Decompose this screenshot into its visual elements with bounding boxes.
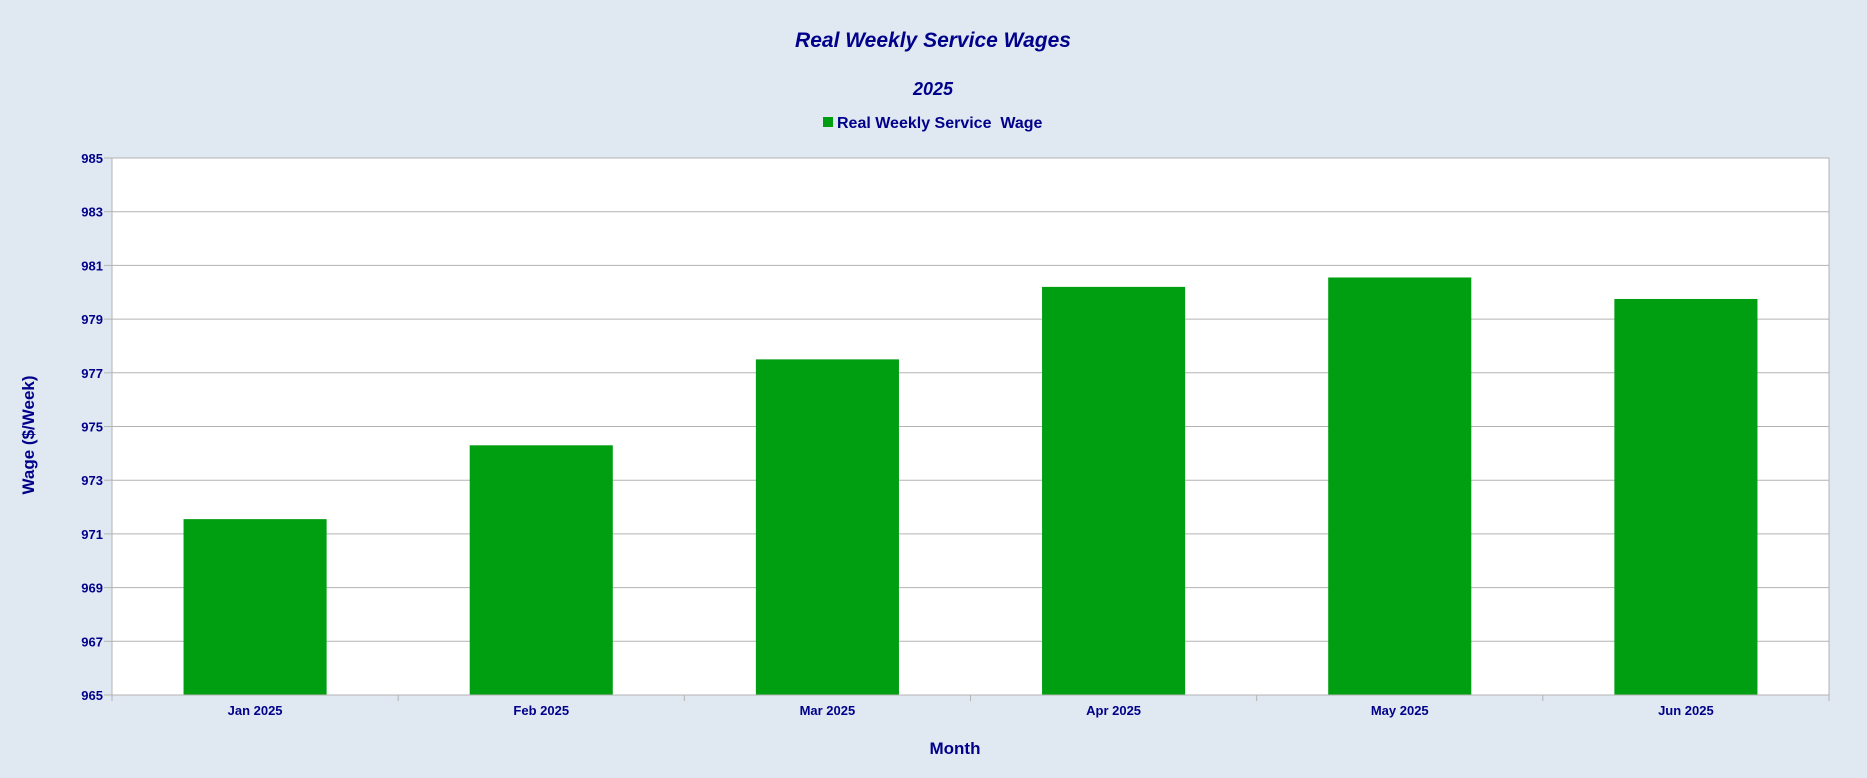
y-tick-label: 977: [81, 366, 103, 381]
legend-swatch: [823, 117, 833, 127]
bar-apr-2025: [1042, 286, 1186, 695]
y-tick-label: 983: [81, 205, 103, 220]
y-tick-label: 985: [81, 151, 103, 166]
x-tick-label: Mar 2025: [800, 703, 856, 718]
x-axis-ticks: Jan 2025 Feb 2025 Mar 2025 Apr 2025 May 2025…: [111, 695, 1830, 718]
bar-may-2025: [1328, 277, 1472, 695]
x-tick-label: Jun 2025: [1658, 703, 1714, 718]
bar-feb-2025: [469, 445, 613, 695]
y-axis-title: Wage ($/Week): [19, 375, 38, 494]
y-tick-label: 979: [81, 312, 103, 327]
legend: Real Weekly Service Wage: [823, 115, 1043, 132]
legend-label: Real Weekly Service Wage: [837, 115, 1043, 132]
bar-mar-2025: [755, 359, 899, 695]
x-tick-label: Apr 2025: [1086, 703, 1141, 718]
y-tick-label: 965: [81, 688, 103, 703]
x-tick-label: Jan 2025: [228, 703, 283, 718]
bar-jun-2025: [1614, 298, 1758, 695]
y-tick-label: 973: [81, 473, 103, 488]
y-axis-ticks: 965 967 969 971 973 975 977 979 981 983 985: [81, 151, 112, 703]
bar-jan-2025: [183, 519, 327, 695]
bars: [183, 277, 1758, 695]
y-tick-label: 981: [81, 258, 103, 273]
chart-subtitle: 2025: [912, 79, 954, 99]
chart-title: Real Weekly Service Wages: [795, 29, 1071, 52]
x-tick-label: Feb 2025: [513, 703, 569, 718]
y-tick-label: 967: [81, 634, 103, 649]
x-tick-label: May 2025: [1371, 703, 1429, 718]
y-tick-label: 971: [81, 527, 103, 542]
y-tick-label: 969: [81, 581, 103, 596]
y-tick-label: 975: [81, 420, 103, 435]
x-axis-title: Month: [930, 739, 981, 758]
